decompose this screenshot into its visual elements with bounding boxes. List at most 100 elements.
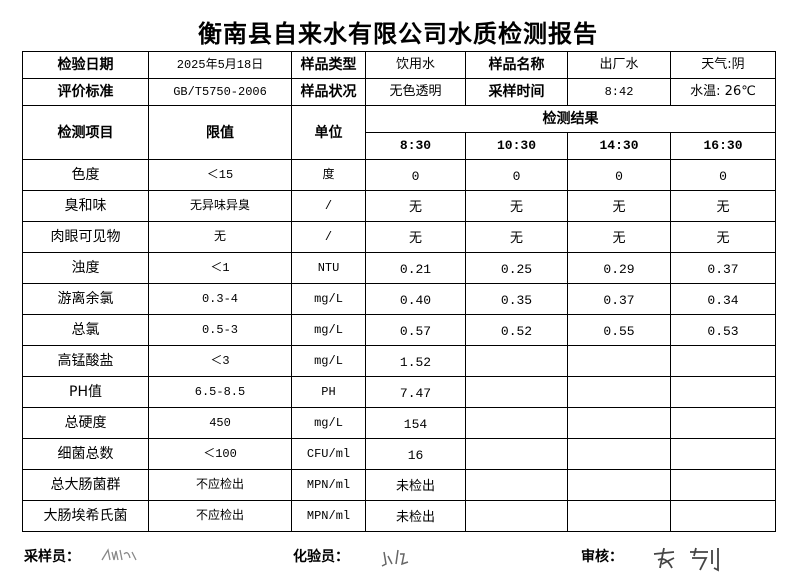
header-times-row: 8:30 10:30 14:30 16:30 (23, 132, 776, 160)
time-col-3: 14:30 (567, 132, 671, 160)
condition-value: 无色透明 (365, 78, 466, 106)
result-cell: 7.47 (365, 376, 466, 408)
unit-cell: mg/L (291, 407, 366, 439)
name-value: 出厂水 (567, 51, 671, 79)
date-label: 检验日期 (22, 51, 149, 79)
result-cell: 无 (465, 190, 568, 222)
result-cell (567, 438, 671, 470)
item-cell: 总氯 (22, 314, 149, 346)
result-cell: 0.57 (365, 314, 466, 346)
result-cell (670, 376, 776, 408)
result-cell: 无 (670, 190, 776, 222)
table-row: 总大肠菌群 不应检出 MPN/ml 未检出 (22, 469, 776, 501)
table-row: 臭和味 无异味异臭 / 无无无无 (22, 190, 776, 222)
result-cell (465, 500, 568, 532)
result-cell (670, 345, 776, 377)
result-cell (465, 376, 568, 408)
item-cell: 大肠埃希氏菌 (22, 500, 149, 532)
result-cell (567, 469, 671, 501)
result-cell (567, 407, 671, 439)
unit-cell: CFU/ml (291, 438, 366, 470)
reviewer-signature (653, 547, 719, 572)
result-cell (567, 376, 671, 408)
sampler-label: 采样员： (24, 549, 80, 565)
tester-label: 化验员： (293, 549, 349, 565)
result-cell (465, 345, 568, 377)
result-cell: 0.55 (567, 314, 671, 346)
unit-cell: / (291, 190, 366, 222)
table-row: 浊度 ＜1 NTU 0.21 0.25 0.29 0.37 (22, 252, 776, 284)
header-row: 检测项目 限值 单位 检测结果 (22, 105, 776, 160)
unit-cell: NTU (291, 252, 366, 284)
table-row: 总硬度 450 mg/L 154 (22, 407, 776, 439)
result-cell: 0.21 (365, 252, 466, 284)
table-row: 肉眼可见物无 / 无无无无 (22, 221, 776, 253)
result-cell (567, 500, 671, 532)
item-cell: PH值 (22, 376, 149, 408)
unit-cell: mg/L (291, 283, 366, 315)
limit-cell: 450 (148, 407, 292, 439)
unit-cell: MPN/ml (291, 500, 366, 532)
info-row-1: 检验日期 2025年5月18日 样品类型 饮用水 样品名称 出厂水 天气:阴 (22, 51, 776, 79)
result-cell (465, 469, 568, 501)
header-unit: 单位 (291, 105, 366, 160)
water-temp: 水温: 26℃ (670, 78, 776, 106)
result-cell (670, 500, 776, 532)
result-cell: 无 (567, 190, 671, 222)
result-cell: 0.29 (567, 252, 671, 284)
limit-cell: 0.3-4 (148, 283, 292, 315)
signature-footer: 采样员： 化验员： 审核： (0, 544, 796, 584)
unit-cell: 度 (291, 159, 366, 191)
result-cell (465, 407, 568, 439)
result-cell (465, 438, 568, 470)
unit-cell: PH (291, 376, 366, 408)
result-cell: 0.37 (670, 252, 776, 284)
item-cell: 高锰酸盐 (22, 345, 149, 377)
item-cell: 浊度 (22, 252, 149, 284)
info-row-2: 评价标准 GB/T5750-2006 样品状况 无色透明 采样时间 8:42 水… (22, 78, 776, 106)
result-cell: 未检出 (365, 500, 466, 532)
result-cell: 0.25 (465, 252, 568, 284)
result-cell: 0.37 (567, 283, 671, 315)
standard-label: 评价标准 (22, 78, 149, 106)
table-row: PH值 6.5-8.5 PH 7.47 (22, 376, 776, 408)
table-row: 大肠埃希氏菌 不应检出 MPN/ml 未检出 (22, 500, 776, 532)
limit-cell: 不应检出 (148, 500, 292, 532)
condition-label: 样品状况 (291, 78, 366, 106)
result-cell: 未检出 (365, 469, 466, 501)
unit-cell: mg/L (291, 314, 366, 346)
date-value: 2025年5月18日 (148, 51, 292, 79)
item-cell: 色度 (22, 159, 149, 191)
result-cell: 0.53 (670, 314, 776, 346)
result-cell (567, 345, 671, 377)
table-row: 细菌总数 ＜100 CFU/ml 16 (22, 438, 776, 470)
header-item: 检测项目 (22, 105, 149, 160)
item-cell: 臭和味 (22, 190, 149, 222)
unit-cell: MPN/ml (291, 469, 366, 501)
result-cell: 0.35 (465, 283, 568, 315)
result-cell: 无 (465, 221, 568, 253)
result-cell: 0.34 (670, 283, 776, 315)
unit-cell: / (291, 221, 366, 253)
result-cell: 0.52 (465, 314, 568, 346)
sample-time-label: 采样时间 (465, 78, 568, 106)
weather: 天气:阴 (670, 51, 776, 79)
limit-cell: 无异味异臭 (148, 190, 292, 222)
time-col-1: 8:30 (365, 132, 466, 160)
result-cell: 1.52 (365, 345, 466, 377)
table-row: 总氯 0.5-3 mg/L 0.57 0.52 0.55 0.53 (22, 314, 776, 346)
result-cell: 0 (365, 159, 466, 191)
result-cell: 无 (567, 221, 671, 253)
table-row: 游离余氯 0.3-4 mg/L 0.40 0.35 0.37 0.34 (22, 283, 776, 315)
result-cell (670, 407, 776, 439)
report-table: 检验日期 2025年5月18日 样品类型 饮用水 样品名称 出厂水 天气:阴 评… (22, 51, 776, 532)
result-cell (670, 469, 776, 501)
standard-value: GB/T5750-2006 (148, 78, 292, 106)
type-value: 饮用水 (365, 51, 466, 79)
limit-cell: 不应检出 (148, 469, 292, 501)
table-row: 高锰酸盐 ＜3 mg/L 1.52 (22, 345, 776, 377)
limit-cell: ＜3 (148, 345, 292, 377)
table-row: 色度 ＜15 度 0 0 0 0 (22, 159, 776, 191)
limit-cell: ＜1 (148, 252, 292, 284)
sample-time-value: 8:42 (567, 78, 671, 106)
